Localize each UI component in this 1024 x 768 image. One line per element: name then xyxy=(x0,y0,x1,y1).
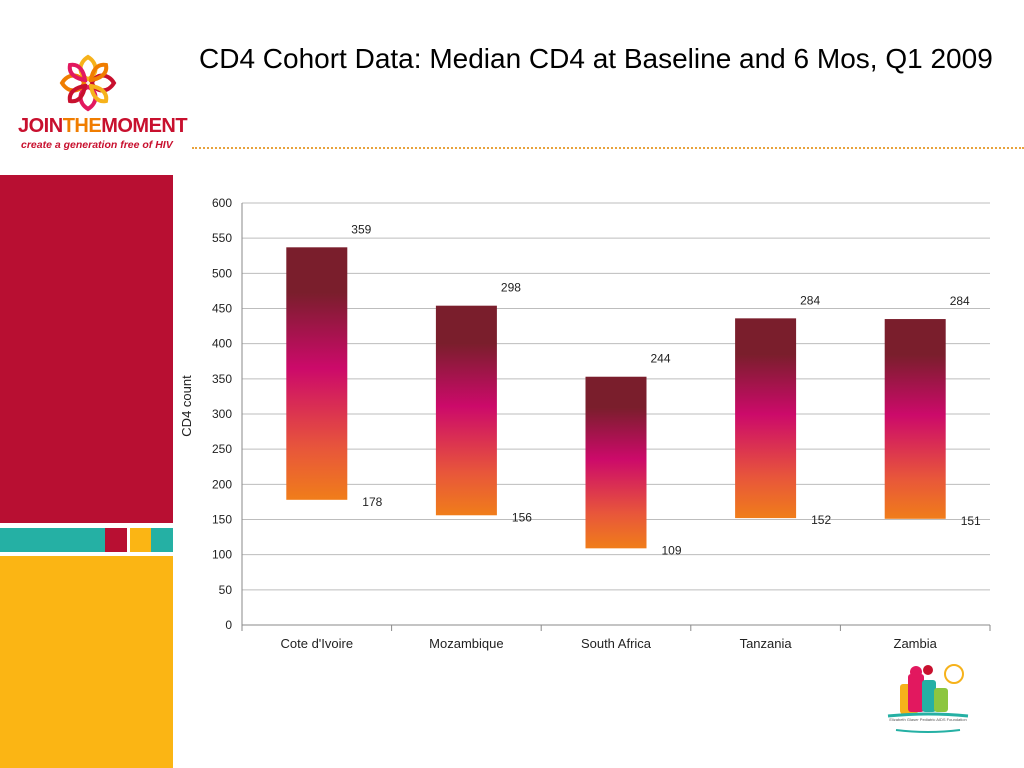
logo-word-the: THE xyxy=(62,115,102,137)
y-tick-label: 600 xyxy=(212,196,232,210)
x-tick-label: Cote d'Ivoire xyxy=(281,636,354,651)
join-the-moment-logo xyxy=(59,54,117,112)
y-tick-label: 50 xyxy=(219,583,233,597)
title-divider xyxy=(192,147,1024,149)
y-tick-label: 200 xyxy=(212,477,232,491)
baseline-data-label: 178 xyxy=(362,495,382,509)
increase-data-label: 244 xyxy=(651,352,671,366)
x-tick-label: Mozambique xyxy=(429,636,503,651)
bar xyxy=(585,376,647,549)
left-yellow-square xyxy=(130,528,151,552)
cd4-chart: 0 50 100 150 200 250 300 350 400 450 500 550 600 Cote… xyxy=(179,196,991,651)
flower-emblem-icon xyxy=(59,54,117,112)
y-tick-label: 350 xyxy=(212,372,232,386)
baseline-data-label: 109 xyxy=(662,543,682,557)
baseline-data-label: 151 xyxy=(961,514,981,528)
increase-data-label: 298 xyxy=(501,281,521,295)
y-axis-title: CD4 count xyxy=(179,375,194,437)
bar xyxy=(286,247,348,500)
logo-tagline: create a generation free of HIV xyxy=(21,139,173,151)
y-tick-label: 300 xyxy=(212,407,232,421)
y-tick-label: 500 xyxy=(212,266,232,280)
y-tick-label: 450 xyxy=(212,302,232,316)
foundation-caption: Elizabeth Glaser Pediatric AIDS Foundati… xyxy=(889,717,966,722)
foundation-logo: Elizabeth Glaser Pediatric AIDS Foundati… xyxy=(887,664,969,733)
increase-data-label: 284 xyxy=(950,294,970,308)
increase-data-label: 284 xyxy=(800,293,820,307)
axes: 0 50 100 150 200 250 300 350 400 450 500 550 600 Cote… xyxy=(212,196,991,651)
x-tick-label: Tanzania xyxy=(740,636,793,651)
y-tick-label: 550 xyxy=(212,231,232,245)
left-yellow-panel xyxy=(0,556,173,768)
bar xyxy=(884,319,946,519)
bars xyxy=(286,247,946,549)
x-tick-label: Zambia xyxy=(894,636,938,651)
logo-word-join: JOIN xyxy=(18,115,63,137)
y-tick-label: 0 xyxy=(225,618,232,632)
logo-word-moment: MOMENT xyxy=(101,115,188,137)
left-teal-strip-end xyxy=(151,528,173,552)
left-red-panel xyxy=(0,175,173,523)
baseline-data-label: 156 xyxy=(512,510,532,524)
slide-title: CD4 Cohort Data: Median CD4 at Baseline … xyxy=(199,43,993,74)
y-tick-label: 150 xyxy=(212,513,232,527)
left-strip-gap xyxy=(127,528,130,552)
logo-wordmark: JOINTHEMOMENT xyxy=(18,115,188,138)
bar xyxy=(435,305,497,516)
y-tick-label: 400 xyxy=(212,337,232,351)
x-tick-label: South Africa xyxy=(581,636,652,651)
y-tick-label: 100 xyxy=(212,548,232,562)
baseline-data-label: 152 xyxy=(811,513,831,527)
bar xyxy=(735,318,797,519)
left-red-square xyxy=(105,528,127,552)
increase-data-label: 359 xyxy=(351,222,371,236)
foundation-emblem-icon xyxy=(887,664,969,718)
left-teal-strip xyxy=(0,528,105,552)
data-labels: 178 359 156 298 109 244 152 284 151 284 xyxy=(351,222,981,557)
y-tick-label: 250 xyxy=(212,442,232,456)
